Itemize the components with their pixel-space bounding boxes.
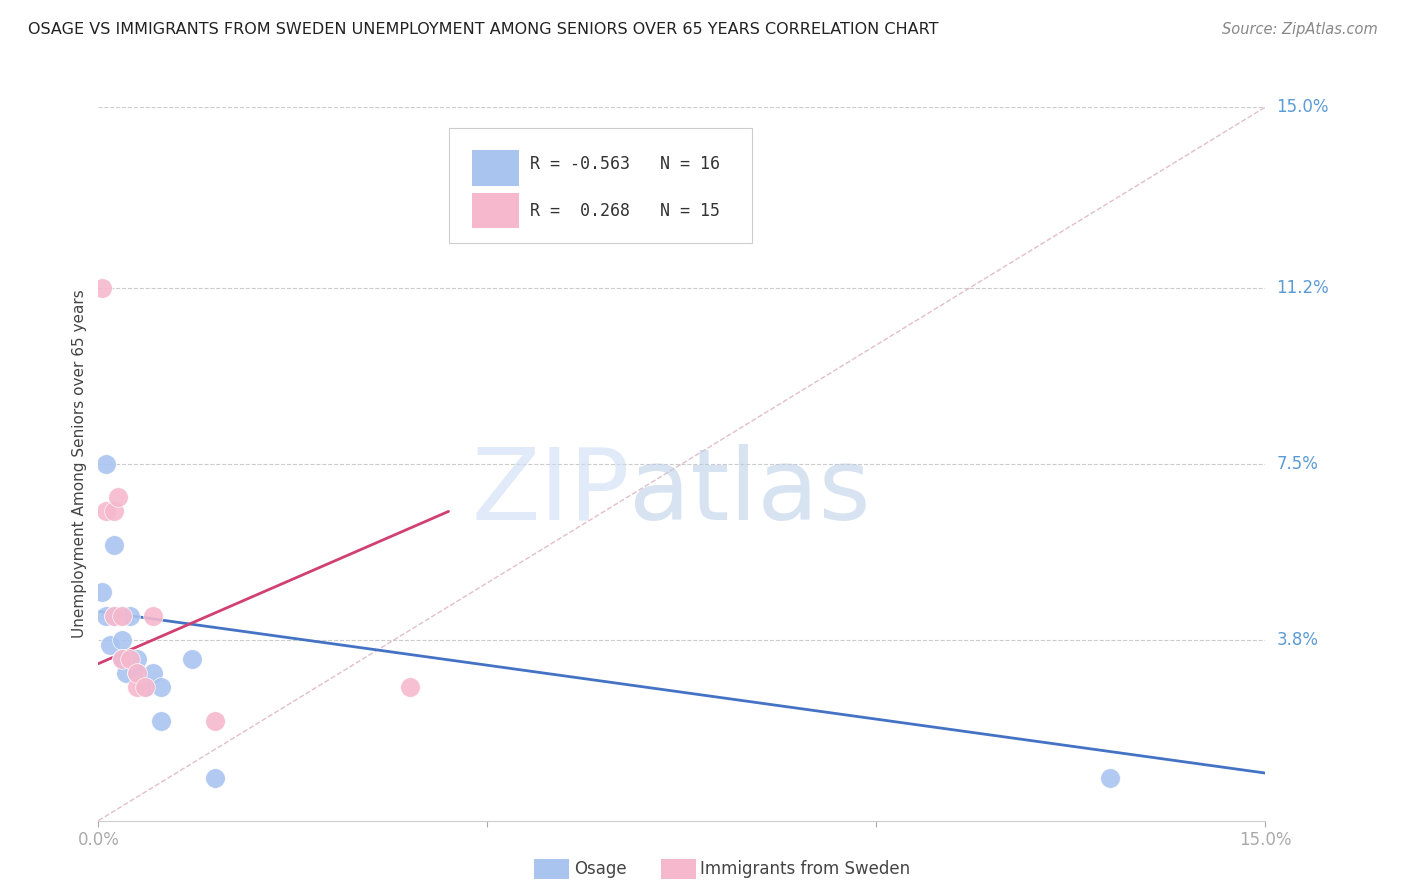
Point — [91, 281, 114, 295]
Text: R =  0.268   N = 15: R = 0.268 N = 15 — [530, 202, 720, 219]
Text: atlas: atlas — [630, 444, 872, 541]
Point — [127, 666, 149, 681]
Text: ZIP: ZIP — [471, 444, 630, 541]
Point — [134, 681, 156, 695]
Point — [107, 609, 129, 624]
Point — [204, 771, 226, 785]
Point — [111, 632, 134, 647]
Point — [118, 652, 141, 666]
Point — [134, 681, 156, 695]
Text: R = -0.563   N = 16: R = -0.563 N = 16 — [530, 155, 720, 173]
Text: 3.8%: 3.8% — [1277, 631, 1319, 648]
Point — [107, 490, 129, 504]
Point — [1098, 771, 1121, 785]
Text: Source: ZipAtlas.com: Source: ZipAtlas.com — [1222, 22, 1378, 37]
Point — [96, 457, 118, 471]
Y-axis label: Unemployment Among Seniors over 65 years: Unemployment Among Seniors over 65 years — [72, 290, 87, 638]
Point — [180, 652, 202, 666]
Point — [149, 681, 172, 695]
Text: OSAGE VS IMMIGRANTS FROM SWEDEN UNEMPLOYMENT AMONG SENIORS OVER 65 YEARS CORRELA: OSAGE VS IMMIGRANTS FROM SWEDEN UNEMPLOY… — [28, 22, 939, 37]
Point — [111, 652, 134, 666]
Point — [149, 714, 172, 728]
Text: 7.5%: 7.5% — [1277, 455, 1319, 473]
Point — [103, 504, 125, 518]
Text: 15.0%: 15.0% — [1277, 98, 1329, 116]
Point — [142, 666, 165, 681]
Point — [118, 652, 141, 666]
Point — [98, 638, 121, 652]
Point — [114, 666, 136, 681]
Point — [103, 609, 125, 624]
Point — [111, 652, 134, 666]
Point — [127, 681, 149, 695]
Text: Immigrants from Sweden: Immigrants from Sweden — [700, 860, 910, 878]
Point — [111, 609, 134, 624]
Point — [127, 666, 149, 681]
Point — [118, 609, 141, 624]
Point — [96, 504, 118, 518]
Text: Osage: Osage — [574, 860, 626, 878]
Bar — [472, 150, 519, 186]
Point — [142, 609, 165, 624]
Point — [398, 681, 420, 695]
Point — [103, 609, 125, 624]
Point — [103, 538, 125, 552]
Bar — [472, 193, 519, 228]
Point — [96, 609, 118, 624]
FancyBboxPatch shape — [449, 128, 752, 243]
Point — [127, 652, 149, 666]
Point — [91, 585, 114, 599]
Point — [204, 714, 226, 728]
Text: 11.2%: 11.2% — [1277, 279, 1329, 297]
